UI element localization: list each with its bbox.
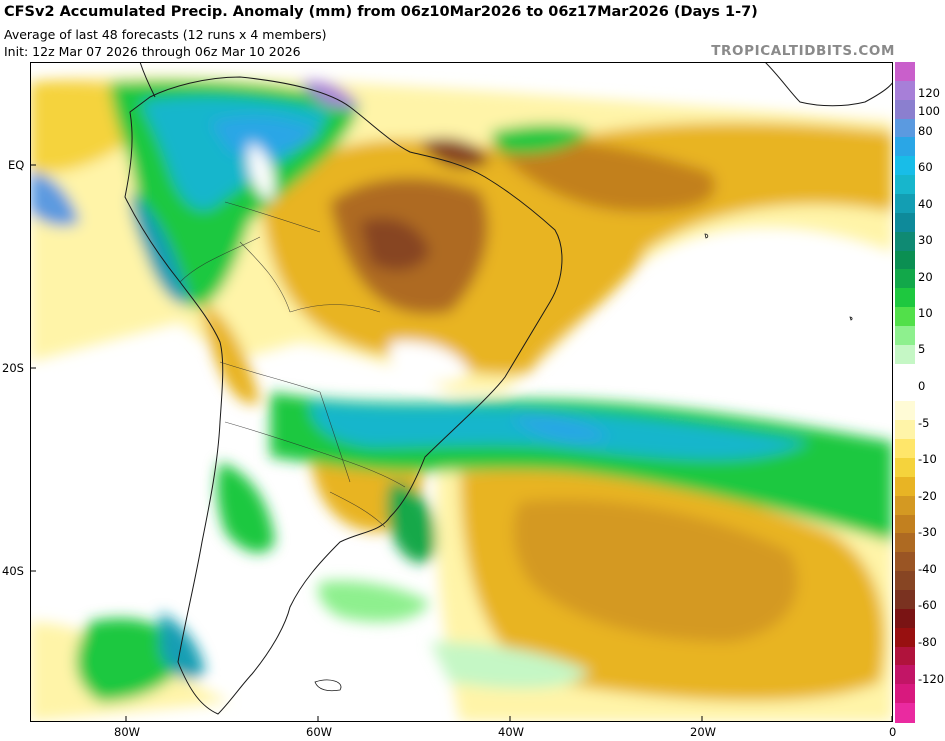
map-subtitle-init-range: Init: 12z Mar 07 2026 through 06z Mar 10… <box>4 44 301 59</box>
lon-label-60w: 60W <box>306 725 333 739</box>
colorbar-cell <box>895 439 915 459</box>
brand-watermark: TROPICALTIDBITS.COM <box>711 43 895 59</box>
colorbar-cell <box>895 363 915 384</box>
colorbar-tick-label: 0 <box>918 379 926 393</box>
colorbar-tick-label: -20 <box>918 489 937 503</box>
colorbar-cell <box>895 514 915 535</box>
colorbar-cell <box>895 62 915 82</box>
colorbar-tick-label: -120 <box>918 672 945 686</box>
lon-label-80w: 80W <box>114 725 141 739</box>
colorbar-cell <box>895 552 915 572</box>
colorbar-cell <box>895 665 915 685</box>
colorbar-cell <box>895 99 915 120</box>
colorbar-tick-label: 20 <box>918 270 933 284</box>
map-frame <box>30 62 893 722</box>
colorbar-cell <box>895 80 915 101</box>
map-subtitle-forecast-average: Average of last 48 forecasts (12 runs x … <box>4 27 327 42</box>
colorbar-cell <box>895 194 915 214</box>
islands <box>314 233 853 692</box>
colorbar-tick-label: 40 <box>918 197 933 211</box>
anomaly-field <box>30 70 893 722</box>
colorbar-cell <box>895 590 915 610</box>
colorbar-tick-label: -80 <box>918 635 937 649</box>
colorbar-cell <box>895 156 915 176</box>
colorbar-cell <box>895 533 915 553</box>
colorbar-tick-label: 120 <box>918 86 940 100</box>
colorbar-tick-label: 10 <box>918 306 933 320</box>
colorbar-tick-label: 60 <box>918 160 933 174</box>
africa-coastline-west <box>764 62 893 107</box>
colorbar-cell <box>895 212 915 233</box>
colorbar-cell <box>895 382 915 403</box>
colorbar-cell <box>895 627 915 648</box>
colorbar-tick-label: 30 <box>918 233 933 247</box>
colorbar-cell <box>895 175 915 195</box>
colorbar-tick-label: -30 <box>918 525 937 539</box>
colorbar-tick-label: -10 <box>918 452 937 466</box>
colorbar-cell <box>895 401 915 421</box>
colorbar-cell <box>895 269 915 289</box>
precip-anomaly-map <box>30 62 893 722</box>
colorbar-cell <box>895 326 915 346</box>
colorbar-cell <box>895 684 915 704</box>
colorbar-tick-label: 5 <box>918 342 926 356</box>
colorbar-cell <box>895 288 915 308</box>
colorbar-cell <box>895 495 915 516</box>
south-america-coastline <box>124 76 563 715</box>
country-borders <box>179 201 406 528</box>
colorbar-cell <box>895 608 915 629</box>
lat-label-40s: 40S <box>2 564 24 578</box>
colorbar-tick-label: -40 <box>918 562 937 576</box>
colorbar-cell <box>895 476 915 497</box>
map-title: CFSv2 Accumulated Precip. Anomaly (mm) f… <box>4 4 758 20</box>
colorbar-cell <box>895 458 915 478</box>
colorbar-cell <box>895 344 915 365</box>
coastlines <box>124 62 893 715</box>
colorbar-cell <box>895 231 915 252</box>
map-svg <box>30 62 893 722</box>
colorbar-tick-label: 100 <box>918 104 940 118</box>
lat-label-20s: 20S <box>2 361 24 375</box>
lon-label-0: 0 <box>889 725 897 739</box>
colorbar-tick-label: -5 <box>918 416 930 430</box>
colorbar <box>895 62 915 723</box>
lon-label-20w: 20W <box>690 725 717 739</box>
lon-label-40w: 40W <box>498 725 525 739</box>
colorbar-cell <box>895 307 915 327</box>
colorbar-tick-label: -60 <box>918 598 937 612</box>
central-america-coastline <box>139 62 156 98</box>
colorbar-cell <box>895 137 915 157</box>
colorbar-cell <box>895 118 915 139</box>
lat-label-eq: EQ <box>8 158 25 172</box>
colorbar-tick-label: 80 <box>918 124 933 138</box>
colorbar-cell <box>895 571 915 591</box>
colorbar-cell <box>895 250 915 271</box>
colorbar-cell <box>895 646 915 667</box>
colorbar-cell <box>895 420 915 440</box>
colorbar-cell <box>895 703 915 723</box>
